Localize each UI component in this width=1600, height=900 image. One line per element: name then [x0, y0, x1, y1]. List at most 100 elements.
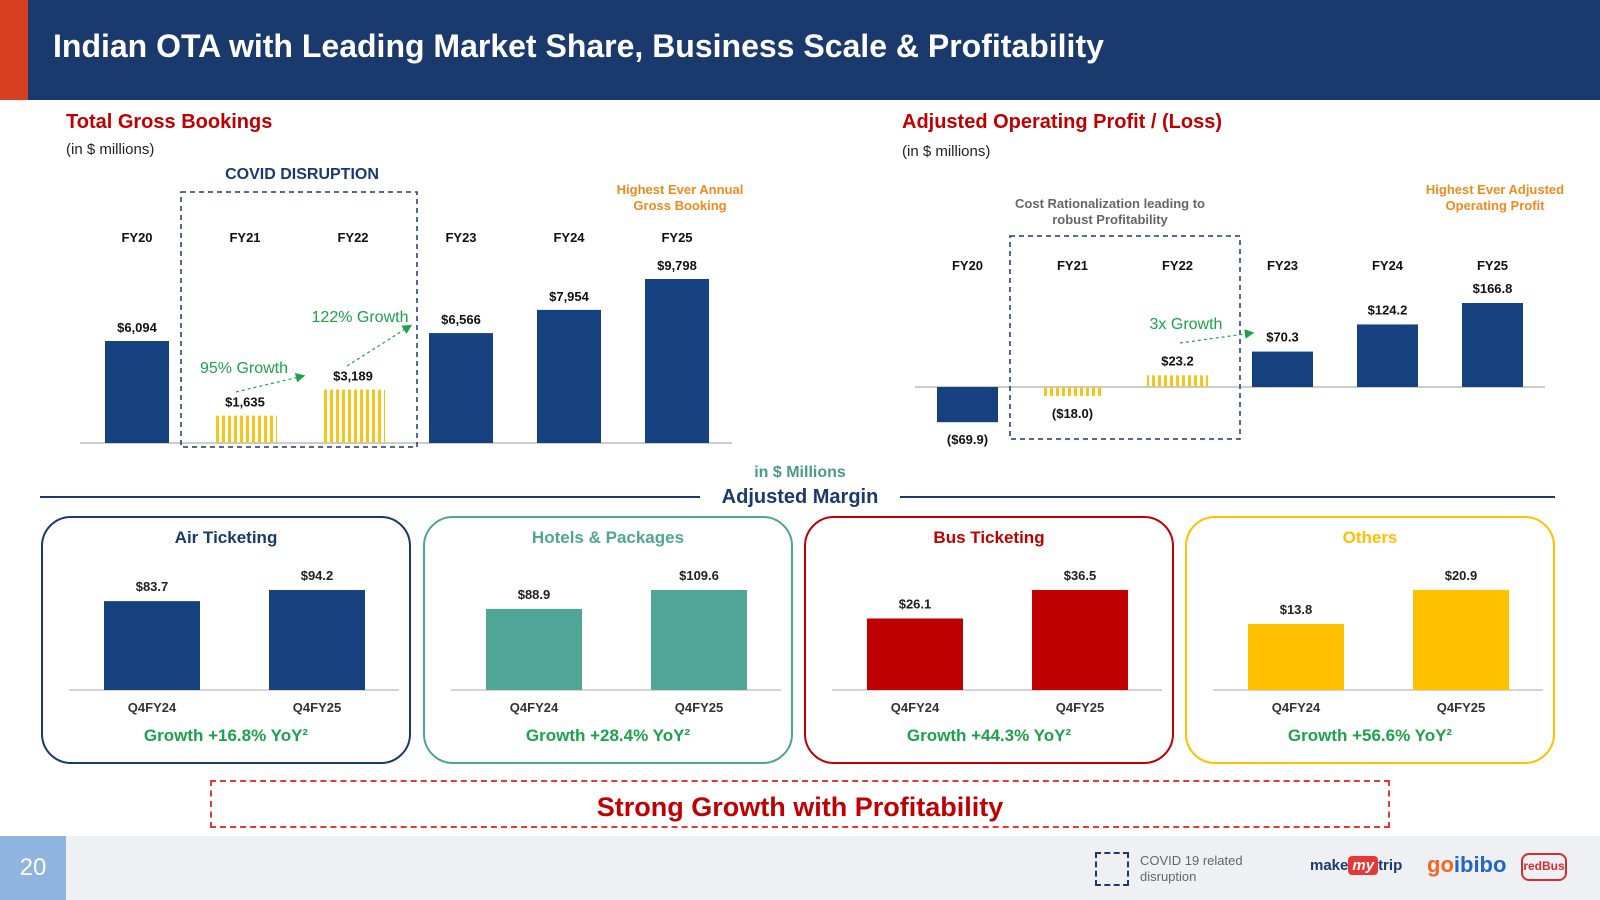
header-bar: [0, 0, 1600, 100]
card-title: Hotels & Packages: [531, 528, 685, 547]
op-category-label: FY22: [1162, 258, 1193, 273]
op-value-label: ($69.9): [947, 432, 988, 447]
gb-value-label: $9,798: [657, 258, 697, 273]
gb-category-label: FY25: [661, 230, 692, 245]
op-covid-box: [1009, 235, 1241, 440]
gb-bar-fy25: [645, 279, 709, 443]
card-category-label: Q4FY25: [1437, 700, 1485, 715]
card-bus-ticketing: $26.1 Q4FY24 $36.5 Q4FY25 Bus Ticketing Gro…: [804, 516, 1174, 764]
page-number: 20: [0, 836, 66, 900]
header-accent: [0, 0, 28, 100]
card-title: Air Ticketing: [174, 528, 278, 547]
card-bar-q4fy24: [1248, 623, 1344, 690]
card-bar-q4fy24: [104, 601, 200, 690]
card-others: $13.8 Q4FY24 $20.9 Q4FY25 Others Growth +56…: [1185, 516, 1555, 764]
card-bar-q4fy24: [867, 618, 963, 690]
card-title: Others: [1342, 528, 1398, 547]
card-bar-q4fy25: [651, 590, 747, 690]
op-bar-fy23: [1252, 351, 1313, 387]
gb-bar-fy20: [105, 340, 169, 443]
op-value-label: $23.2: [1161, 353, 1194, 368]
covid-legend-icon: [1095, 852, 1129, 886]
card-bar-q4fy24: [486, 608, 582, 690]
operating-profit-unit: (in $ millions): [902, 143, 991, 160]
top-charts: $6,094 FY20 $1,635 FY21 $3,189 FY22 $6,566 FY23…: [80, 166, 1545, 448]
card-growth: Growth +44.3% YoY²: [906, 726, 1072, 745]
hotels-packages-chart: $88.9 Q4FY24 $109.6 Q4FY25: [451, 568, 781, 715]
op-category-label: FY25: [1477, 258, 1508, 273]
strong-growth-banner: Strong Growth with Profitability: [210, 780, 1390, 828]
card-value-label: $94.2: [301, 568, 334, 583]
gb-bar-fy22: [321, 389, 385, 443]
footer-bar: [0, 836, 1600, 900]
growth-note-122: 122% Growth: [312, 309, 409, 326]
card-value-label: $13.8: [1280, 602, 1313, 617]
card-category-label: Q4FY25: [1056, 700, 1104, 715]
gb-value-label: $7,954: [549, 289, 590, 304]
gb-value-label: $1,635: [225, 395, 265, 410]
op-bar-fy21: [1042, 387, 1103, 397]
card-value-label: $109.6: [679, 568, 719, 583]
banner-text: Strong Growth with Profitability: [596, 792, 1004, 822]
op-value-label: ($18.0): [1052, 406, 1093, 421]
op-value-label: $124.2: [1368, 302, 1408, 317]
card-category-label: Q4FY24: [128, 700, 177, 715]
gb-bar-fy23: [429, 333, 493, 443]
growth-arrow-122: [346, 324, 413, 367]
op-category-label: FY20: [952, 258, 983, 273]
gb-category-label: FY20: [121, 230, 152, 245]
card-category-label: Q4FY25: [675, 700, 723, 715]
growth-note-95: 95% Growth: [200, 360, 288, 377]
adjusted-margin-unit: in $ Millions: [754, 464, 846, 481]
op-bar-fy25: [1462, 303, 1523, 387]
covid-label: COVID DISRUPTION: [225, 166, 379, 183]
gb-category-label: FY21: [229, 230, 260, 245]
card-category-label: Q4FY24: [1272, 700, 1321, 715]
gb-value-label: $6,566: [441, 312, 481, 327]
gb-bar-fy21: [213, 415, 277, 443]
gross-bookings-title: Total Gross Bookings: [66, 111, 273, 133]
covid-legend-text: COVID 19 related disruption: [1140, 853, 1243, 884]
gb-value-label: $3,189: [333, 369, 373, 384]
op-value-label: $166.8: [1473, 281, 1513, 296]
card-growth: Growth +16.8% YoY²: [143, 726, 309, 745]
card-hotels-packages: $88.9 Q4FY24 $109.6 Q4FY25 Hotels & Package…: [423, 516, 793, 764]
card-title: Bus Ticketing: [933, 528, 1045, 547]
card-air-ticketing: $83.7 Q4FY24 $94.2 Q4FY25 Air Ticketing Gro…: [41, 516, 411, 764]
goibibo-logo: goibibo: [1427, 852, 1507, 877]
others-chart: $13.8 Q4FY24 $20.9 Q4FY25: [1213, 568, 1543, 715]
card-category-label: Q4FY24: [510, 700, 559, 715]
gb-covid-box: [180, 191, 418, 448]
gross-bookings-unit: (in $ millions): [66, 141, 155, 158]
gross-bookings-highlight-note: Highest Ever Annual Gross Booking: [616, 182, 744, 213]
card-value-label: $36.5: [1064, 568, 1097, 583]
gb-category-label: FY24: [553, 230, 585, 245]
card-category-label: Q4FY25: [293, 700, 341, 715]
growth-arrow-3x: [1179, 329, 1255, 344]
op-bar-fy22: [1147, 375, 1208, 387]
gb-category-label: FY22: [337, 230, 368, 245]
card-growth: Growth +28.4% YoY²: [525, 726, 691, 745]
card-growth: Growth +56.6% YoY²: [1287, 726, 1453, 745]
card-category-label: Q4FY24: [891, 700, 940, 715]
card-bar-q4fy25: [269, 590, 365, 690]
adjusted-margin-title: Adjusted Margin: [700, 486, 900, 509]
makemytrip-logo: make my trip: [1310, 856, 1403, 875]
op-category-label: FY21: [1057, 258, 1088, 273]
growth-arrow-95: [235, 373, 306, 393]
op-bar-fy24: [1357, 324, 1418, 387]
bus-ticketing-chart: $26.1 Q4FY24 $36.5 Q4FY25: [832, 568, 1162, 715]
growth-note-3x: 3x Growth: [1150, 316, 1223, 333]
card-value-label: $88.9: [518, 587, 551, 602]
operating-profit-highlight-note: Highest Ever Adjusted Operating Profit: [1425, 182, 1565, 213]
op-category-label: FY23: [1267, 258, 1298, 273]
card-value-label: $26.1: [899, 596, 932, 611]
card-bar-q4fy25: [1413, 590, 1509, 690]
redbus-logo: redBus: [1521, 853, 1567, 881]
card-value-label: $20.9: [1445, 568, 1478, 583]
op-category-label: FY24: [1372, 258, 1404, 273]
air-ticketing-chart: $83.7 Q4FY24 $94.2 Q4FY25: [69, 568, 399, 715]
op-value-label: $70.3: [1266, 330, 1299, 345]
op-bar-fy20: [937, 387, 998, 423]
operating-profit-title: Adjusted Operating Profit / (Loss): [902, 111, 1223, 133]
